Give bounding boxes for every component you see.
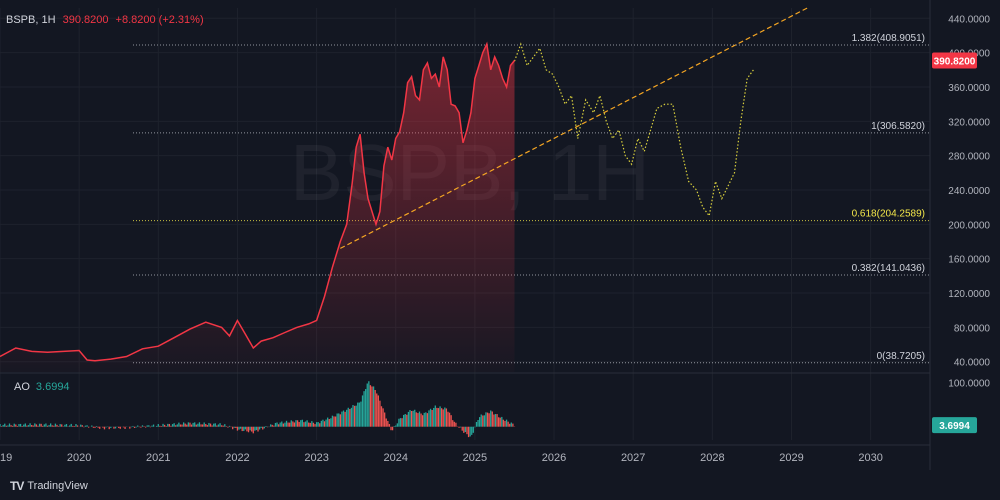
price-label: 390.8200 xyxy=(62,14,109,26)
last-price-tag: 390.8200 xyxy=(932,52,977,69)
ao-value: 3.6994 xyxy=(35,381,70,393)
ao-header: AO 3.6994 xyxy=(14,381,70,393)
y-tick-label: 240.0000 xyxy=(948,186,990,197)
ao-name[interactable]: AO xyxy=(14,381,30,393)
price-line[interactable] xyxy=(0,41,516,362)
y-tick-label: 280.0000 xyxy=(948,152,990,163)
y-tick-label: 440.0000 xyxy=(948,14,990,25)
tradingview-brand[interactable]: TV TradingView xyxy=(10,479,88,493)
x-tick-label: 2030 xyxy=(858,452,882,464)
y-tick-label: 200.0000 xyxy=(948,220,990,231)
x-tick-label: 2029 xyxy=(779,452,803,464)
ao-value-tag: 3.6994 xyxy=(932,417,977,434)
y-tick-label: 160.0000 xyxy=(948,255,990,266)
chart-header: BSPB, 1H 390.8200 +8.8200 (+2.31%) xyxy=(6,14,204,26)
brand-name: TradingView xyxy=(27,480,88,492)
y-tick-label: 40.0000 xyxy=(954,358,991,369)
y-tick-label: 120.0000 xyxy=(948,289,990,300)
x-tick-label: 2021 xyxy=(146,452,170,464)
last-price-tag-text: 390.8200 xyxy=(934,57,976,68)
y-tick-label: 320.0000 xyxy=(948,117,990,128)
ao-pane: 100.0000 xyxy=(0,378,990,438)
price-area xyxy=(0,44,515,372)
ao-value-tag-box xyxy=(932,417,977,434)
fib-label: 0.618(204.2589) xyxy=(852,209,925,220)
time-axis[interactable]: 2019 2020 2021 2022 2023 2024 2025 2026 2027 2028… xyxy=(0,452,883,464)
x-tick-label: 2022 xyxy=(225,452,249,464)
fib-label: 0(38.7205) xyxy=(877,351,925,362)
x-tick-label: 2025 xyxy=(463,452,487,464)
change-label: +8.8200 (+2.31%) xyxy=(115,14,204,26)
fib-label: 1.382(408.9051) xyxy=(852,33,925,44)
last-price-tag-box xyxy=(932,52,977,69)
ao-value-tag-text: 3.6994 xyxy=(939,421,970,432)
x-tick-label: 2026 xyxy=(542,452,566,464)
ao-y-tick-label: 100.0000 xyxy=(948,378,990,389)
fib-label: 1(306.5820) xyxy=(871,121,925,132)
grid xyxy=(0,0,931,470)
x-tick-label: 2024 xyxy=(384,452,408,464)
x-tick-label: 2020 xyxy=(67,452,91,464)
series-layer xyxy=(0,7,808,362)
symbol-label[interactable]: BSPB, 1H xyxy=(6,14,56,26)
x-tick-label: 2028 xyxy=(700,452,724,464)
fib-label: 0.382(141.0436) xyxy=(852,263,925,274)
x-tick-label: 2027 xyxy=(621,452,645,464)
y-tick-label: 80.0000 xyxy=(954,323,991,334)
x-tick-label: 2019 xyxy=(0,452,12,464)
tradingview-logo-icon: TV xyxy=(10,479,24,493)
forecast-line[interactable] xyxy=(513,42,754,218)
x-tick-label: 2023 xyxy=(304,452,328,464)
y-tick-label: 360.0000 xyxy=(948,83,990,94)
